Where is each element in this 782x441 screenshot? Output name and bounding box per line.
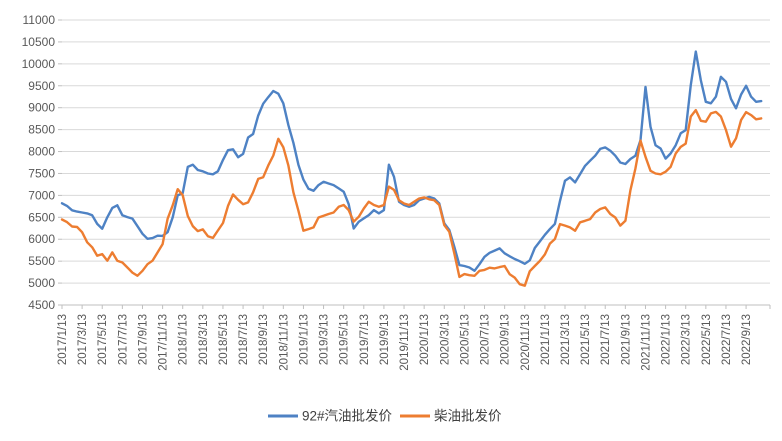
x-tick-label: 2020/5/13 xyxy=(459,314,471,365)
x-tick-label: 2017/7/13 xyxy=(117,314,129,365)
x-tick-label: 2017/3/13 xyxy=(77,314,89,365)
gasoline-price-line[interactable] xyxy=(60,50,763,272)
legend: 92#汽油批发价 柴油批发价 xyxy=(268,409,502,424)
y-tick-label: 7000 xyxy=(28,188,55,202)
x-axis: 2017/1/13 2017/3/13 2017/5/13 2017/7/13 2017… xyxy=(57,304,771,371)
gridlines xyxy=(62,19,770,306)
x-tick-label: 2018/1/13 xyxy=(178,314,190,365)
x-tick-label: 2021/3/13 xyxy=(560,314,572,365)
x-tick-label: 2020/3/13 xyxy=(439,314,451,365)
legend-item-diesel[interactable]: 柴油批发价 xyxy=(400,409,502,424)
y-tick-label: 8500 xyxy=(28,123,55,137)
y-tick-label: 9500 xyxy=(28,79,55,93)
x-tick-label: 2021/9/13 xyxy=(620,314,632,365)
x-tick-label: 2019/3/13 xyxy=(319,314,331,365)
x-tick-label: 2022/1/13 xyxy=(661,314,673,365)
legend-item-gasoline[interactable]: 92#汽油批发价 xyxy=(268,409,393,424)
x-tick-label: 2020/9/13 xyxy=(500,314,512,365)
gasoline-legend-label: 92#汽油批发价 xyxy=(302,409,393,424)
x-tick-label: 2021/1/13 xyxy=(540,314,552,365)
x-tick-label: 2018/11/13 xyxy=(278,314,290,371)
y-tick-label: 5500 xyxy=(28,254,55,268)
x-tick-label: 2017/5/13 xyxy=(97,314,109,365)
x-tick-label: 2020/11/13 xyxy=(520,314,532,371)
x-tick-label: 2021/7/13 xyxy=(600,314,612,365)
x-tick-label: 2022/3/13 xyxy=(681,314,693,365)
x-tick-label: 2019/1/13 xyxy=(298,314,310,365)
y-tick-label: 6000 xyxy=(28,232,55,246)
y-tick-label: 10500 xyxy=(22,35,56,49)
x-tick-label: 2022/9/13 xyxy=(741,314,753,365)
series-lines xyxy=(60,50,763,287)
x-tick-label: 2018/3/13 xyxy=(198,314,210,365)
x-tick-label: 2018/5/13 xyxy=(218,314,230,365)
x-tick-label: 2020/7/13 xyxy=(480,314,492,365)
x-tick-label: 2018/9/13 xyxy=(258,314,270,365)
x-tick-label: 2017/9/13 xyxy=(137,314,149,365)
y-tick-label: 8000 xyxy=(28,145,55,159)
x-tick-label: 2017/1/13 xyxy=(57,314,69,365)
x-tick-label: 2018/7/13 xyxy=(238,314,250,365)
x-tick-label: 2020/1/13 xyxy=(419,314,431,365)
y-axis: 4500 5000 5500 6000 6500 7000 7500 8000 8500 9000… xyxy=(22,13,62,312)
y-tick-label: 9000 xyxy=(28,101,55,115)
diesel-price-line[interactable] xyxy=(60,108,763,287)
x-tick-label: 2022/7/13 xyxy=(721,314,733,365)
x-tick-label: 2019/9/13 xyxy=(379,314,391,365)
y-tick-label: 7500 xyxy=(28,166,55,180)
x-tick-label: 2019/11/13 xyxy=(399,314,411,371)
y-tick-label: 5000 xyxy=(28,276,55,290)
y-tick-label: 6500 xyxy=(28,210,55,224)
x-tick-label: 2021/5/13 xyxy=(580,314,592,365)
y-tick-label: 4500 xyxy=(28,298,55,312)
y-tick-label: 11000 xyxy=(23,13,56,27)
x-tick-label: 2021/11/13 xyxy=(640,314,652,371)
x-tick-label: 2017/11/13 xyxy=(158,314,170,371)
x-tick-label: 2019/7/13 xyxy=(359,314,371,365)
x-tick-label: 2022/5/13 xyxy=(701,314,713,365)
diesel-legend-label: 柴油批发价 xyxy=(434,409,502,424)
x-tick-label: 2019/5/13 xyxy=(339,314,351,365)
y-tick-label: 10000 xyxy=(22,57,56,71)
